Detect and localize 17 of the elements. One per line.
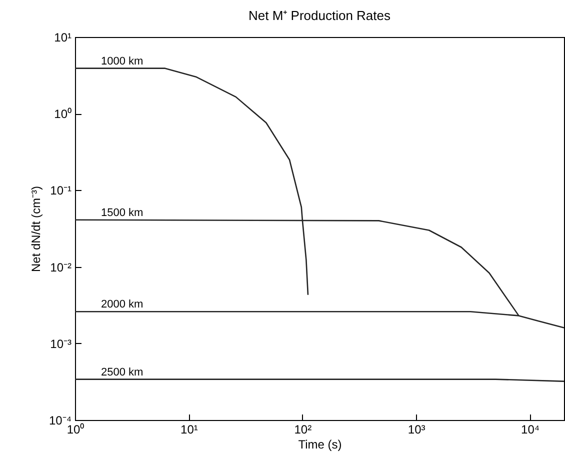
y-tick-label: 10⁰: [54, 107, 72, 122]
x-tick-label: 10²: [294, 422, 312, 436]
x-tick-label: 10⁰: [66, 422, 84, 436]
y-tick-label: 10¹: [54, 30, 72, 44]
y-tick-label: 10⁻¹: [50, 184, 72, 198]
series-label: 1000 km: [101, 55, 144, 68]
x-tick-label: 10³: [408, 422, 426, 436]
chart-title: Net M⁺ Production Rates: [248, 8, 391, 23]
y-tick-label: 10⁻³: [50, 336, 72, 351]
series-label: 2500 km: [101, 366, 144, 378]
x-tick-label: 10⁴: [521, 422, 540, 436]
series-label: 2000 km: [101, 298, 144, 311]
x-axis-title: Time (s): [298, 438, 342, 452]
series-label: 1500 km: [101, 206, 144, 219]
y-tick-label: 10⁻²: [50, 260, 72, 274]
y-axis-title: Net dN/dt (cm⁻³): [28, 186, 43, 272]
x-tick-label: 10¹: [180, 422, 198, 436]
